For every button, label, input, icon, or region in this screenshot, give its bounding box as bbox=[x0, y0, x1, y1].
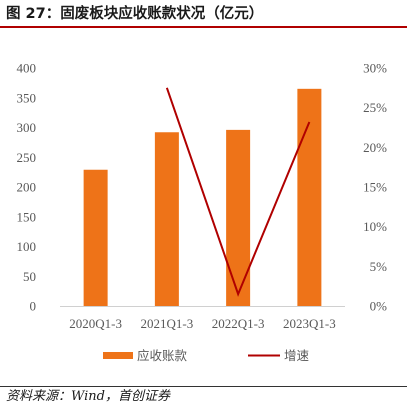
bar-2022Q1-3 bbox=[226, 129, 251, 306]
right-tick-label: 5% bbox=[370, 259, 388, 274]
category-label: 2023Q1-3 bbox=[283, 316, 336, 331]
legend-swatch-bar bbox=[103, 352, 133, 359]
right-tick-label: 15% bbox=[363, 180, 387, 195]
legend-label-bar: 应收账款 bbox=[137, 348, 188, 363]
series-line-增速 bbox=[165, 87, 311, 297]
right-tick-label: 30% bbox=[363, 61, 387, 76]
left-tick-label: 200 bbox=[17, 180, 37, 195]
bars bbox=[83, 88, 322, 306]
legend: 应收账款 增速 bbox=[103, 348, 310, 363]
left-tick-label: 100 bbox=[17, 239, 37, 254]
left-tick-label: 400 bbox=[17, 61, 37, 76]
source-rule bbox=[0, 386, 407, 387]
category-label: 2021Q1-3 bbox=[141, 316, 194, 331]
right-tick-label: 20% bbox=[363, 140, 387, 155]
left-tick-label: 150 bbox=[17, 209, 37, 224]
left-axis-ticks: 0 50 100 150 200 250 300 350 400 bbox=[17, 61, 37, 314]
left-tick-label: 300 bbox=[17, 120, 37, 135]
right-tick-label: 25% bbox=[363, 100, 387, 115]
left-tick-label: 250 bbox=[17, 150, 37, 165]
right-tick-label: 0% bbox=[370, 299, 388, 314]
category-label: 2022Q1-3 bbox=[212, 316, 265, 331]
left-tick-label: 0 bbox=[30, 299, 37, 314]
left-tick-label: 50 bbox=[23, 269, 36, 284]
chart-title: 图 27：固废板块应收账款状况（亿元） bbox=[6, 6, 264, 22]
bar-2021Q1-3 bbox=[154, 132, 179, 306]
bar-2020Q1-3 bbox=[83, 169, 108, 306]
legend-label-line: 增速 bbox=[284, 348, 310, 363]
right-tick-label: 10% bbox=[363, 219, 387, 234]
title-rule bbox=[0, 26, 407, 28]
category-label: 2020Q1-3 bbox=[69, 316, 122, 331]
bar-2023Q1-3 bbox=[297, 88, 322, 306]
category-labels: 2020Q1-3 2021Q1-3 2022Q1-3 2023Q1-3 bbox=[69, 316, 335, 331]
left-tick-label: 350 bbox=[17, 90, 37, 105]
source-note: 资料来源：Wind，首创证券 bbox=[6, 389, 170, 404]
right-axis-ticks: 0% 5% 10% 15% 20% 25% 30% bbox=[363, 61, 387, 314]
